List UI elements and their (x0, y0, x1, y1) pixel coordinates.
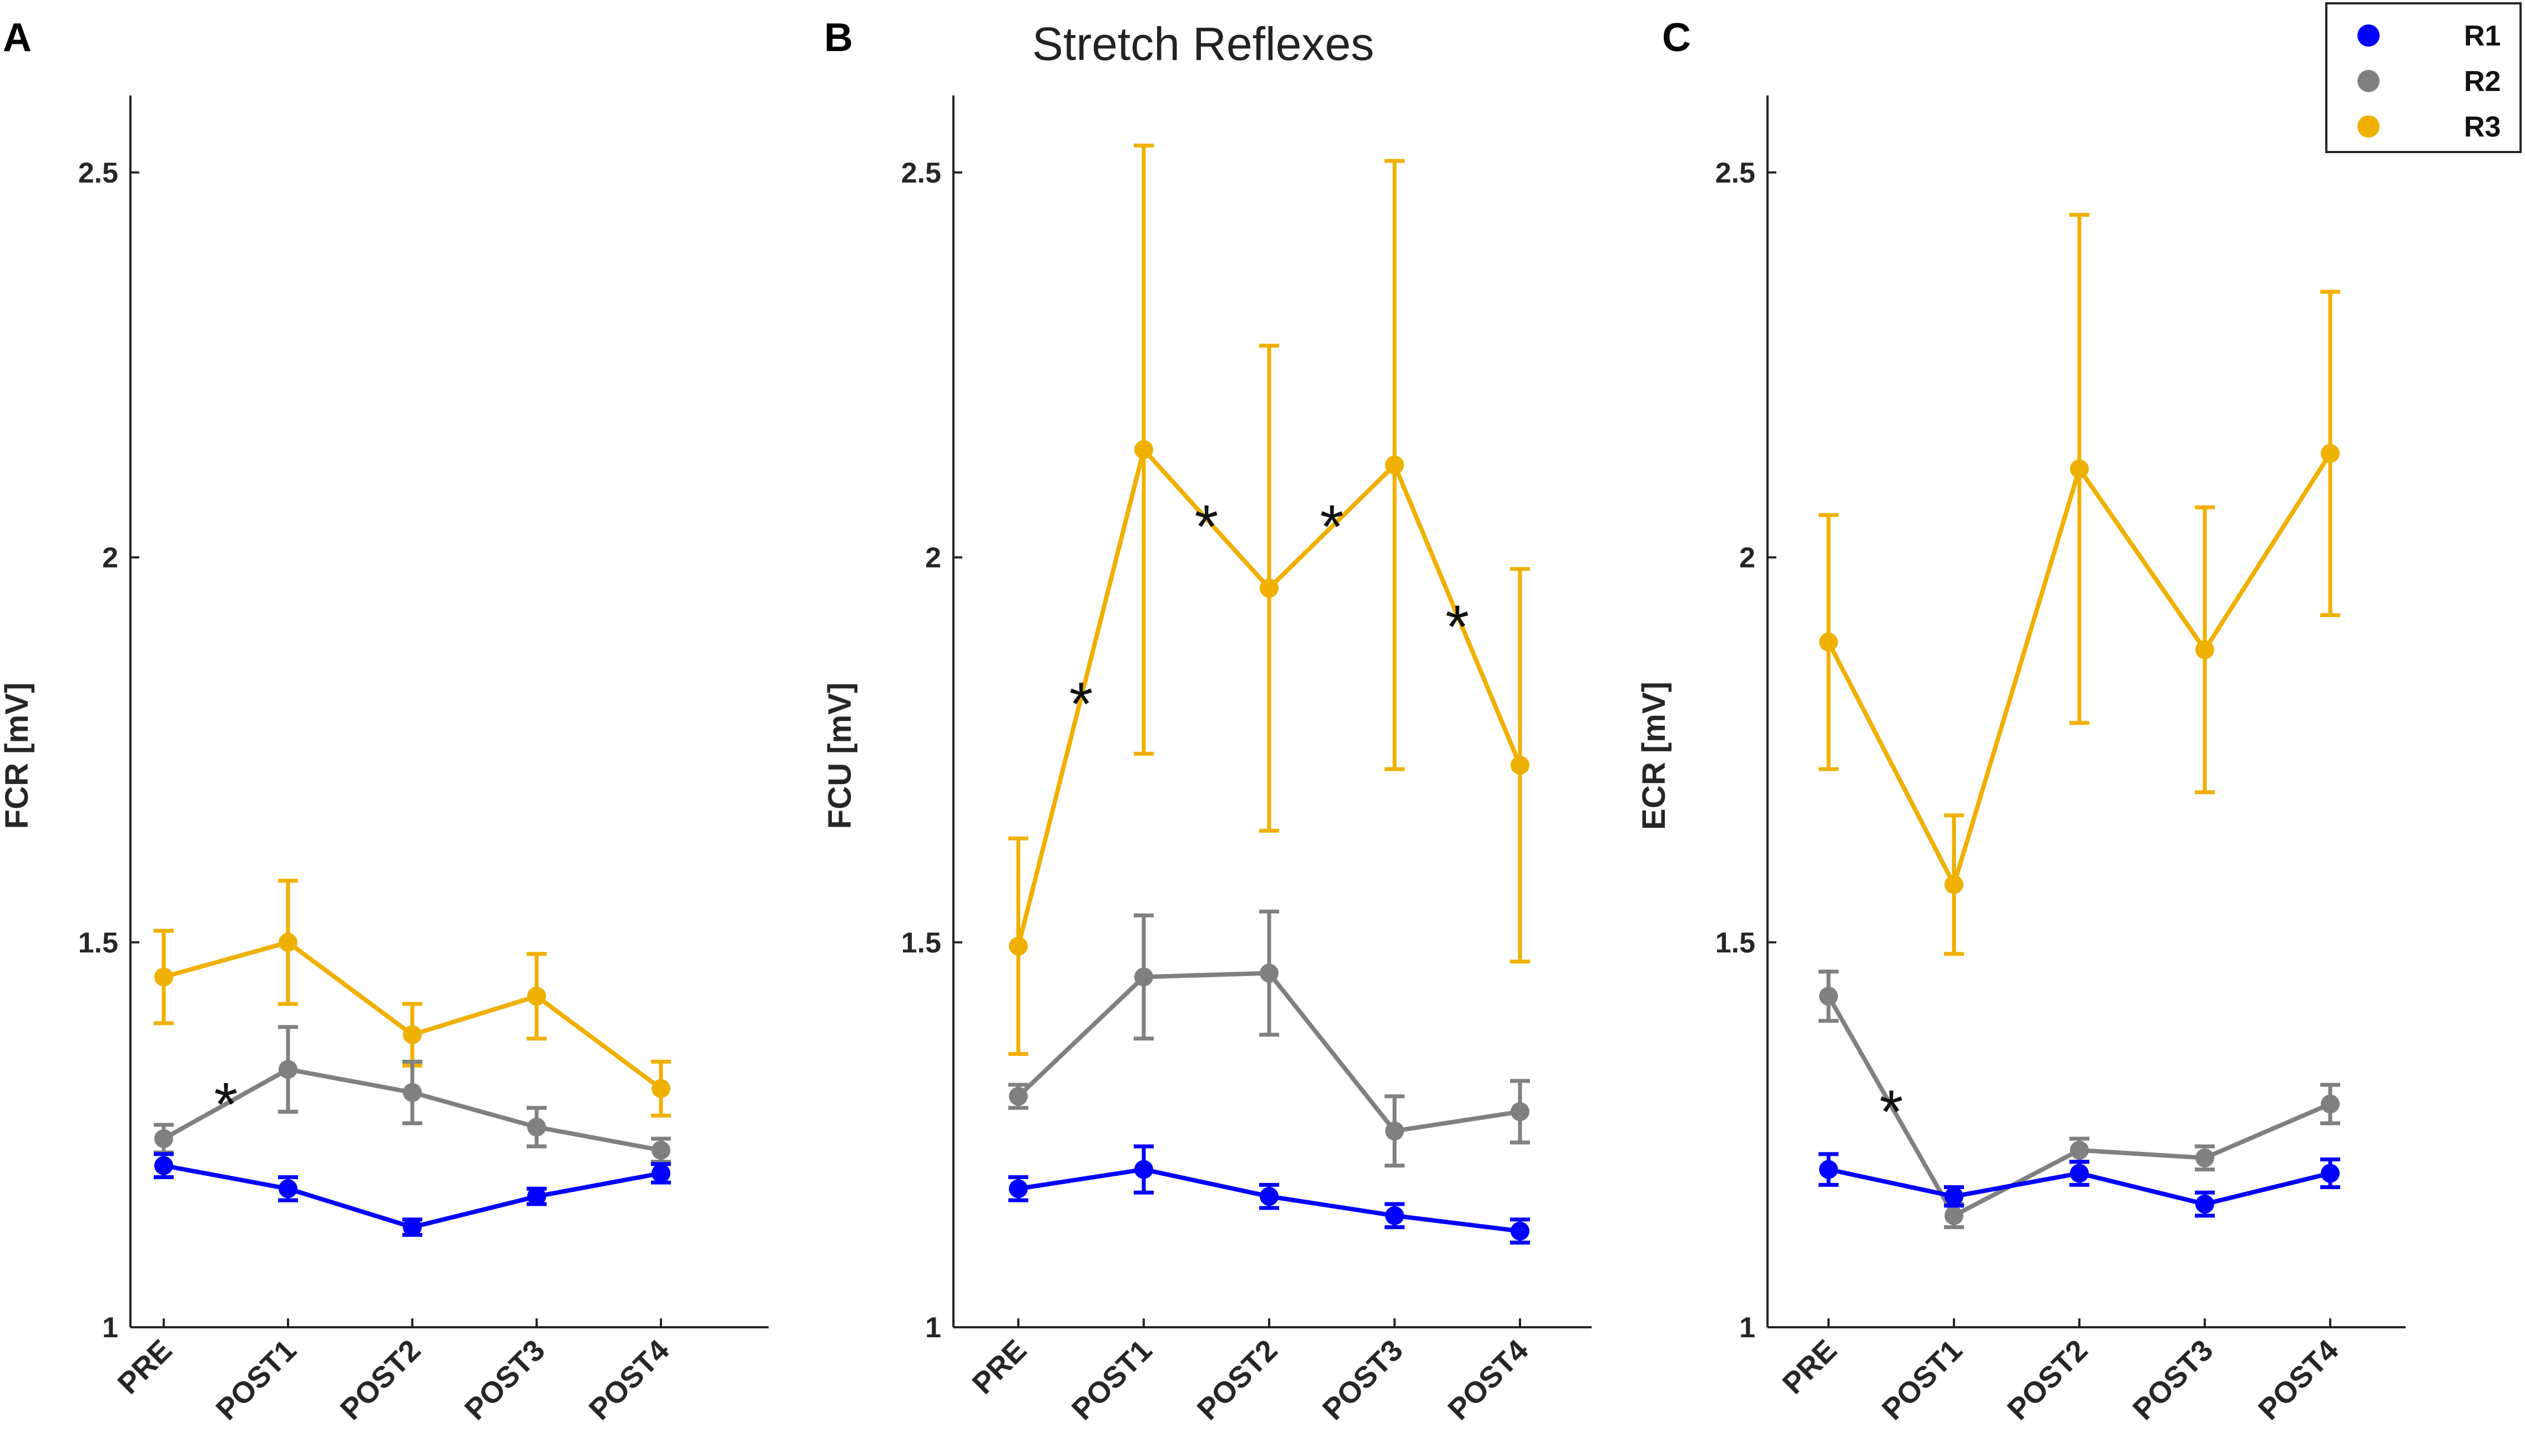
data-point (2321, 1164, 2340, 1183)
data-point (1385, 1121, 1404, 1141)
data-point (154, 1156, 173, 1175)
series-r2 (154, 1025, 671, 1164)
y-tick-label: 2.5 (78, 157, 118, 189)
y-tick-label: 1.5 (1715, 927, 1755, 959)
y-tick-label: 2 (102, 542, 118, 574)
data-point (403, 1217, 422, 1237)
data-point (2195, 640, 2214, 659)
legend-marker (2357, 24, 2380, 47)
panel-letter: A (3, 16, 32, 60)
data-point (1009, 1086, 1028, 1106)
legend-label: R2 (2464, 65, 2501, 98)
data-point (279, 1179, 297, 1199)
panel-letter: B (824, 16, 853, 60)
data-point (403, 1025, 422, 1044)
significance-star: * (1069, 670, 1093, 738)
legend-item-r1: R1 (2357, 20, 2501, 52)
data-point (1819, 987, 1838, 1006)
data-point (1260, 579, 1279, 598)
data-point (1260, 1187, 1279, 1206)
series-r1 (1819, 1152, 2340, 1218)
data-point (403, 1083, 422, 1102)
panel-letter: C (1662, 16, 1691, 60)
data-point (1945, 1187, 1963, 1206)
y-tick-label: 2 (1739, 542, 1755, 574)
data-point (2195, 1195, 2214, 1214)
data-point (1511, 1102, 1529, 1121)
series-r2 (1008, 909, 1530, 1168)
data-point (1945, 875, 1963, 894)
data-point (1009, 1179, 1028, 1199)
series-r3 (1819, 213, 2340, 956)
y-tick-label: 1.5 (78, 927, 118, 959)
data-point (2070, 459, 2089, 478)
data-point (652, 1164, 670, 1183)
y-axis-label: FCR [mV] (0, 683, 35, 829)
significance-star: * (1195, 493, 1219, 561)
data-point (1134, 967, 1153, 987)
y-tick-label: 1 (102, 1312, 118, 1344)
y-axis-label: ECR [mV] (1636, 681, 1672, 830)
series-r1 (154, 1152, 671, 1237)
series-r3 (154, 878, 671, 1118)
y-tick-label: 2.5 (1715, 157, 1755, 189)
data-point (527, 1118, 546, 1137)
data-point (1511, 1221, 1529, 1241)
data-point (1134, 440, 1153, 459)
data-point (279, 933, 297, 952)
data-point (1385, 456, 1404, 474)
significance-star: * (214, 1070, 238, 1139)
data-point (527, 987, 546, 1006)
significance-star: * (1446, 593, 1469, 661)
data-point (1819, 1160, 1838, 1179)
y-tick-label: 1 (925, 1312, 941, 1344)
y-axis-label: FCU [mV] (822, 683, 858, 829)
significance-star: * (1320, 493, 1344, 561)
y-tick-label: 1.5 (901, 927, 941, 959)
y-tick-label: 2 (925, 542, 941, 574)
data-point (279, 1060, 297, 1079)
data-point (1134, 1160, 1153, 1179)
data-point (527, 1187, 546, 1206)
data-point (2321, 444, 2340, 463)
data-point (2195, 1148, 2214, 1167)
data-point (154, 1129, 173, 1149)
series-r1 (1008, 1144, 1530, 1245)
legend-marker (2357, 70, 2380, 92)
series-r3 (1008, 143, 1530, 1056)
y-tick-label: 2.5 (901, 157, 941, 189)
data-point (1945, 1206, 1963, 1225)
legend: R1 R2 R3 (2325, 2, 2522, 153)
data-point (2321, 1094, 2340, 1114)
y-tick-label: 1 (1739, 1312, 1755, 1344)
data-point (154, 967, 173, 987)
data-point (1819, 633, 1838, 652)
legend-marker (2357, 115, 2380, 138)
data-point (1385, 1206, 1404, 1225)
legend-label: R1 (2464, 20, 2501, 52)
data-point (1009, 937, 1028, 956)
legend-label: R3 (2464, 111, 2501, 143)
chart-title: Stretch Reflexes (1032, 18, 1374, 70)
data-point (652, 1079, 670, 1098)
data-point (1260, 963, 1279, 983)
data-point (2070, 1164, 2089, 1183)
data-point (2070, 1140, 2089, 1160)
legend-item-r2: R2 (2357, 65, 2501, 98)
legend-item-r3: R3 (2357, 111, 2501, 143)
significance-star: * (1880, 1078, 1903, 1146)
data-point (652, 1140, 670, 1160)
data-point (1511, 756, 1529, 775)
